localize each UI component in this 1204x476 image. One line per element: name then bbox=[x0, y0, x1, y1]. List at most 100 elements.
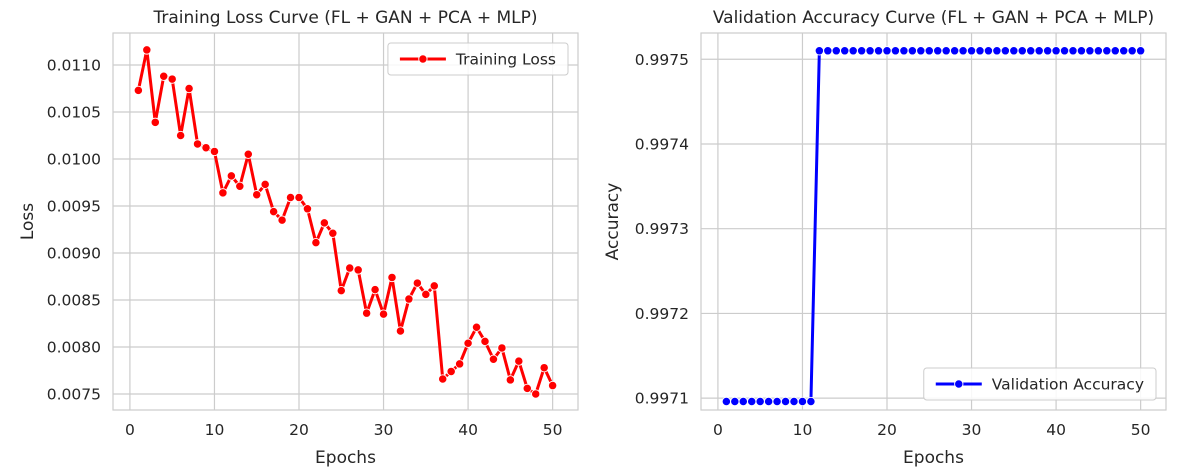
data-point bbox=[840, 46, 850, 56]
y-tick-label: 0.0075 bbox=[47, 386, 101, 404]
data-point bbox=[404, 294, 414, 304]
data-point bbox=[328, 228, 338, 238]
data-point bbox=[823, 46, 833, 56]
y-tick-label: 0.9972 bbox=[635, 305, 689, 323]
data-point bbox=[353, 265, 363, 275]
x-tick-label: 20 bbox=[289, 421, 309, 439]
tick-labels: 0 10 20 30 40 50 0.9971 0.9972 0.9973 0.9974 0.997… bbox=[635, 51, 1151, 439]
data-point bbox=[480, 336, 490, 347]
legend-box bbox=[387, 42, 569, 76]
y-tick-label: 0.0080 bbox=[47, 339, 101, 357]
data-point bbox=[1026, 46, 1036, 56]
data-point bbox=[378, 309, 389, 319]
data-point bbox=[789, 396, 799, 407]
y-tick-label: 0.0105 bbox=[47, 103, 101, 121]
y-tick-label: 0.9974 bbox=[635, 135, 689, 153]
data-point bbox=[763, 396, 774, 407]
data-point bbox=[983, 46, 994, 56]
data-point bbox=[916, 46, 926, 56]
data-point bbox=[780, 396, 791, 407]
data-point bbox=[547, 380, 558, 391]
data-point bbox=[873, 46, 884, 56]
series-group bbox=[133, 45, 558, 399]
data-point bbox=[814, 46, 825, 56]
data-point bbox=[201, 143, 211, 153]
data-point bbox=[175, 130, 186, 141]
legend-marker-swatch bbox=[954, 379, 964, 389]
y-axis-label: Accuracy bbox=[603, 183, 623, 261]
data-point bbox=[1051, 46, 1061, 56]
series-group bbox=[721, 46, 1146, 407]
data-point bbox=[856, 46, 867, 56]
data-point bbox=[514, 356, 524, 366]
plot-area bbox=[701, 33, 1166, 410]
data-point bbox=[226, 171, 237, 181]
data-point bbox=[252, 190, 262, 200]
x-tick-label: 40 bbox=[458, 421, 478, 439]
legend: Validation Accuracy bbox=[923, 367, 1157, 401]
data-point bbox=[907, 46, 918, 56]
data-point bbox=[159, 71, 169, 81]
plot-frame bbox=[112, 32, 579, 411]
data-point bbox=[497, 343, 507, 353]
data-point bbox=[941, 46, 951, 56]
data-point bbox=[1034, 46, 1044, 56]
data-point bbox=[285, 192, 296, 203]
data-point bbox=[975, 46, 985, 56]
y-axis-label: Loss bbox=[18, 203, 38, 240]
data-point bbox=[772, 396, 782, 407]
data-point bbox=[992, 46, 1002, 56]
y-tick-label: 0.0110 bbox=[47, 56, 101, 74]
data-point bbox=[167, 74, 177, 84]
x-tick-label: 0 bbox=[713, 421, 723, 439]
data-point bbox=[924, 46, 934, 56]
legend: Training Loss bbox=[387, 42, 569, 76]
data-point bbox=[421, 289, 431, 300]
x-tick-label: 0 bbox=[125, 421, 135, 439]
tick-labels: 0 10 20 30 40 50 0.0075 0.0080 0.0085 0.0090 0.009… bbox=[47, 56, 563, 439]
data-point bbox=[218, 188, 228, 198]
data-point bbox=[488, 354, 499, 364]
x-tick-label: 50 bbox=[543, 421, 563, 439]
data-point bbox=[235, 181, 245, 191]
x-tick-label: 20 bbox=[877, 421, 897, 439]
y-tick-label: 0.9973 bbox=[635, 220, 689, 238]
data-point bbox=[1135, 46, 1146, 56]
data-point bbox=[890, 46, 901, 56]
data-point bbox=[1017, 46, 1027, 56]
x-axis-label: Epochs bbox=[315, 448, 376, 468]
data-point bbox=[747, 396, 757, 407]
y-tick-label: 0.0095 bbox=[47, 197, 101, 215]
legend-box bbox=[923, 367, 1157, 401]
data-point bbox=[268, 206, 279, 217]
x-tick-label: 30 bbox=[962, 421, 982, 439]
data-point bbox=[797, 396, 808, 407]
data-point bbox=[471, 322, 482, 332]
y-tick-label: 0.0090 bbox=[47, 244, 101, 262]
data-point bbox=[184, 83, 194, 94]
data-point bbox=[395, 326, 406, 336]
data-point bbox=[933, 46, 943, 56]
data-point bbox=[243, 149, 253, 159]
data-point bbox=[505, 375, 516, 385]
data-point bbox=[882, 46, 892, 56]
data-point bbox=[209, 146, 220, 157]
chart-title: Validation Accuracy Curve (FL + GAN + PC… bbox=[713, 8, 1154, 28]
data-point bbox=[412, 278, 423, 288]
x-axis-label: Epochs bbox=[903, 448, 964, 468]
data-point bbox=[319, 218, 330, 228]
data-point bbox=[1076, 46, 1087, 56]
data-point bbox=[899, 46, 909, 56]
y-tick-label: 0.0100 bbox=[47, 150, 101, 168]
data-point bbox=[150, 117, 160, 127]
y-tick-label: 0.9975 bbox=[635, 51, 689, 69]
data-point bbox=[454, 359, 465, 369]
x-tick-label: 40 bbox=[1046, 421, 1066, 439]
data-point bbox=[387, 272, 397, 283]
data-point bbox=[302, 204, 313, 214]
data-point bbox=[429, 281, 439, 291]
plot-area bbox=[113, 33, 578, 410]
data-point bbox=[192, 139, 203, 149]
data-point bbox=[370, 285, 380, 295]
